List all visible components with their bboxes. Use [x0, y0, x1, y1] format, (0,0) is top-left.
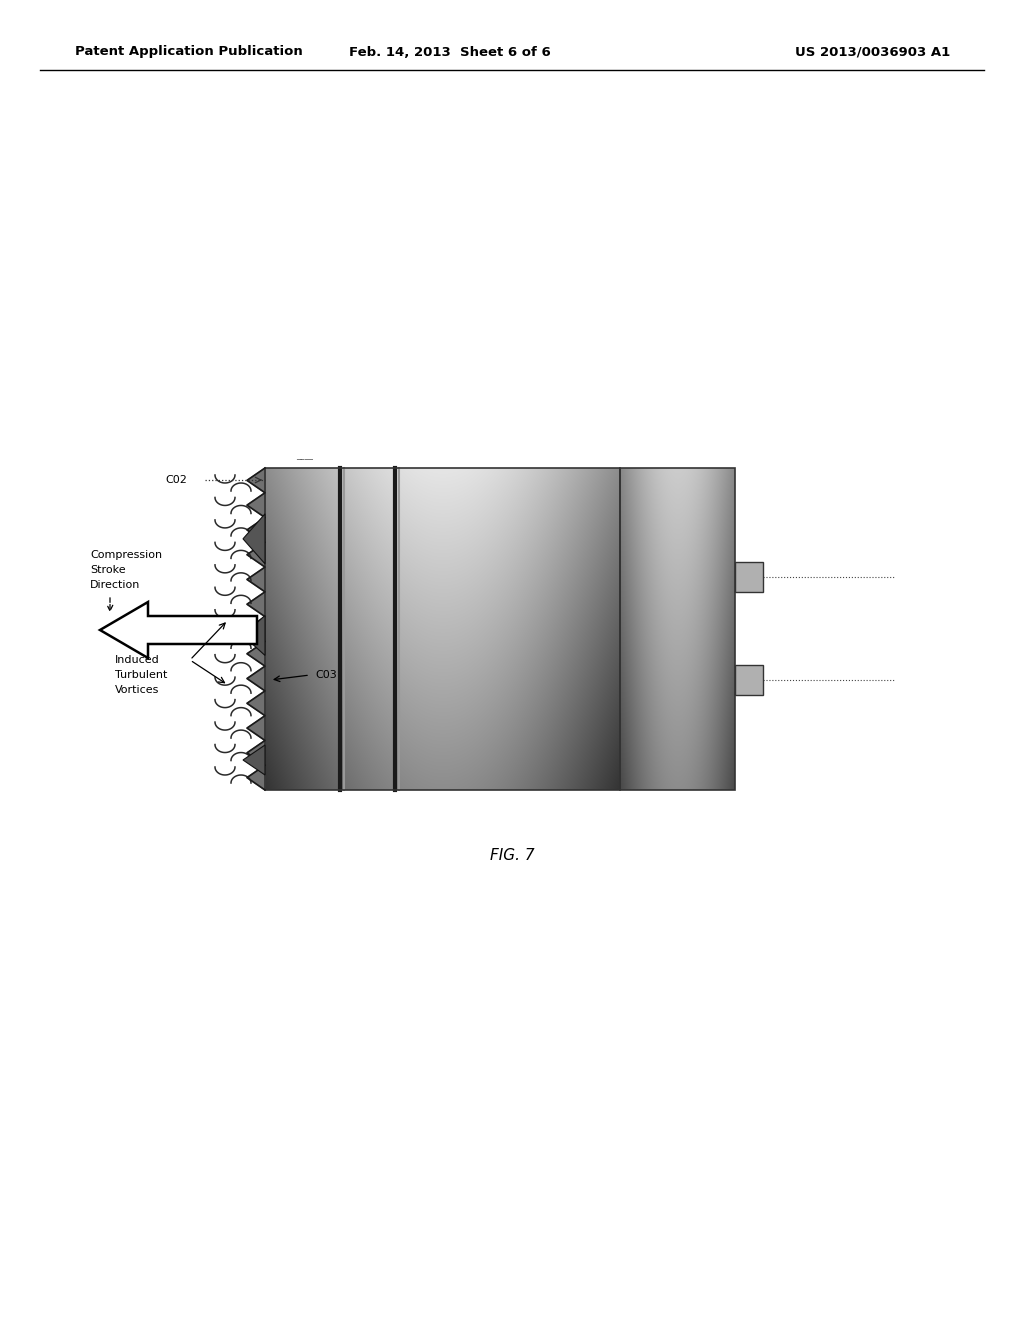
Text: C03: C03 [315, 671, 337, 680]
Text: Compression
Stroke
Direction: Compression Stroke Direction [90, 550, 162, 590]
Text: US 2013/0036903 A1: US 2013/0036903 A1 [795, 45, 950, 58]
Bar [735, 665, 763, 696]
Text: C02: C02 [165, 475, 186, 484]
Text: Patent Application Publication: Patent Application Publication [75, 45, 303, 58]
Polygon shape [243, 513, 265, 564]
Text: Feb. 14, 2013  Sheet 6 of 6: Feb. 14, 2013 Sheet 6 of 6 [349, 45, 551, 58]
Bar [265, 469, 620, 789]
Text: Induced
Turbulent
Vortices: Induced Turbulent Vortices [115, 655, 167, 694]
Polygon shape [243, 615, 265, 656]
Polygon shape [247, 469, 265, 789]
Polygon shape [100, 602, 257, 657]
Text: FIG. 7: FIG. 7 [489, 847, 535, 862]
Bar [735, 562, 763, 591]
Text: ____: ____ [297, 451, 313, 461]
Polygon shape [243, 744, 265, 775]
Bar [620, 469, 735, 789]
